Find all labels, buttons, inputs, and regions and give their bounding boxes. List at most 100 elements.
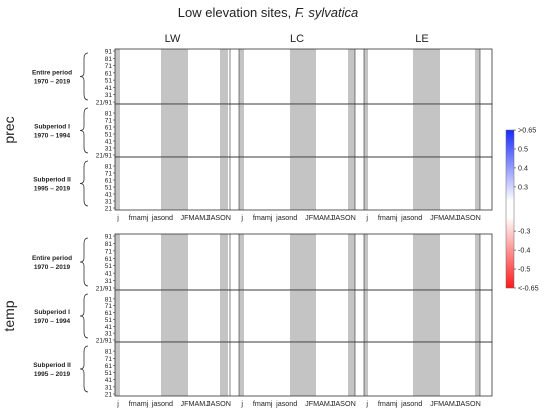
site-header-le: LE xyxy=(415,33,428,45)
shade-col-prec-p0-s2-0 xyxy=(364,49,368,104)
variable-label-prec: prec xyxy=(1,116,17,143)
y-tick-temp-p0-5: 41 xyxy=(105,271,113,278)
month-labels-prec-s0-3: JFMAMJ xyxy=(181,213,210,222)
y-tick-temp-p1-1: 81 xyxy=(105,296,113,303)
shade-col-prec-p1-s0-0 xyxy=(115,104,120,157)
period-label-prec-p2-line1: Subperiod II xyxy=(33,177,71,184)
shade-col-prec-p0-s0-0 xyxy=(115,49,120,104)
shade-col-prec-p2-s1-0 xyxy=(239,157,244,210)
month-labels-temp-s2-2: jasond xyxy=(400,399,422,408)
y-tick-prec-p1-7: 21/91 xyxy=(96,153,113,160)
month-labels-prec-s1-0: j xyxy=(240,213,243,222)
y-tick-prec-p1-5: 41 xyxy=(105,139,113,146)
shade-col-temp-p2-s1-2 xyxy=(348,342,355,396)
month-labels-temp-s1-0: j xyxy=(240,399,243,408)
month-labels-temp-s2-4: JASON xyxy=(457,399,481,408)
shade-col-prec-p2-s1-1 xyxy=(290,157,316,210)
shade-col-prec-p1-s0-1 xyxy=(161,104,188,157)
month-labels-temp-s0-2: jasond xyxy=(151,399,173,408)
shade-col-temp-p1-s0-1 xyxy=(161,290,188,342)
shade-col-temp-p2-s0-1 xyxy=(161,342,188,396)
shade-col-temp-p0-s1-0 xyxy=(239,234,244,290)
shade-col-temp-p0-s2-0 xyxy=(364,234,368,290)
shade-col-temp-p0-s0-0 xyxy=(115,234,120,290)
y-tick-prec-p0-3: 61 xyxy=(105,70,113,77)
y-tick-temp-p2-2: 71 xyxy=(105,356,113,363)
period-label-prec-p1-line2: 1970 – 1994 xyxy=(34,133,71,140)
y-tick-prec-p0-2: 71 xyxy=(105,63,113,70)
shade-col-prec-p0-s0-1 xyxy=(161,49,188,104)
shade-col-prec-p0-s2-1 xyxy=(413,49,440,104)
site-header-lw: LW xyxy=(165,33,181,45)
shade-col-prec-p1-s1-2 xyxy=(348,104,355,157)
figure-title: Low elevation sites, F. sylvatica xyxy=(178,5,358,20)
panel-frame-prec-p2 xyxy=(114,156,493,211)
shade-col-prec-p2-s0-0 xyxy=(115,157,120,210)
y-tick-prec-p0-4: 51 xyxy=(105,78,113,85)
y-tick-temp-p0-0: 91 xyxy=(105,234,113,241)
shade-col-temp-p1-s2-2 xyxy=(475,290,480,342)
y-tick-prec-p1-2: 71 xyxy=(105,118,113,125)
period-label-temp-p1-line1: Subperiod I xyxy=(34,309,70,316)
shade-col-prec-p2-s1-2 xyxy=(348,157,355,210)
shade-col-prec-p0-s1-2 xyxy=(348,49,355,104)
colorbar-tick-0: >0.65 xyxy=(518,126,536,135)
colorbar-tick-1: 0.5 xyxy=(518,144,528,153)
shade-col-prec-p2-s2-1 xyxy=(413,157,440,210)
colorbar-tick-5: -0.4 xyxy=(518,246,530,255)
y-tick-temp-p1-7: 21/91 xyxy=(96,338,113,345)
colorbar-tick-4: -0.3 xyxy=(518,227,530,236)
brace-temp-p2 xyxy=(79,345,89,393)
shade-col-temp-p2-s1-1 xyxy=(290,342,316,396)
shade-col-prec-p1-s2-2 xyxy=(475,104,480,157)
shade-col-temp-p0-s1-2 xyxy=(348,234,355,290)
y-tick-prec-p0-5: 41 xyxy=(105,85,113,92)
y-tick-prec-p0-7: 21/91 xyxy=(96,100,113,107)
y-tick-prec-p2-3: 61 xyxy=(105,178,113,185)
period-label-temp-p2-line2: 1995 – 2019 xyxy=(34,371,71,378)
shade-col-prec-p0-s1-0 xyxy=(239,49,244,104)
month-labels-temp-s0-0: j xyxy=(116,399,119,408)
shade-col-temp-p2-s2-2 xyxy=(475,342,480,396)
month-labels-prec-s1-3: JFMAMJ xyxy=(305,213,334,222)
month-labels-temp-s0-1: fmamj xyxy=(129,399,149,408)
y-tick-prec-p2-4: 51 xyxy=(105,185,113,192)
y-tick-prec-p2-5: 41 xyxy=(105,192,113,199)
month-labels-temp-s1-1: fmamj xyxy=(253,399,273,408)
shade-col-prec-p2-s2-2 xyxy=(475,157,480,210)
shade-col-prec-p2-s0-2 xyxy=(220,157,228,210)
colorbar xyxy=(505,129,515,289)
month-labels-prec-s0-2: jasond xyxy=(151,213,173,222)
site-header-lc: LC xyxy=(290,33,304,45)
month-labels-temp-s2-1: fmamj xyxy=(378,399,398,408)
y-tick-temp-p2-5: 41 xyxy=(105,377,113,384)
colorbar-tick-6: -0.5 xyxy=(518,265,530,274)
shade-col-temp-p1-s0-0 xyxy=(115,290,120,342)
y-tick-temp-p0-3: 61 xyxy=(105,256,113,263)
period-label-prec-p0-line1: Entire period xyxy=(32,70,72,77)
y-tick-prec-p0-1: 81 xyxy=(105,56,113,63)
y-tick-temp-p2-4: 51 xyxy=(105,370,113,377)
shade-col-prec-p2-s2-0 xyxy=(364,157,368,210)
y-tick-temp-p0-4: 51 xyxy=(105,263,113,270)
y-tick-temp-p2-3: 61 xyxy=(105,363,113,370)
month-labels-prec-s0-1: fmamj xyxy=(129,213,149,222)
y-tick-prec-p2-6: 31 xyxy=(105,199,113,206)
shade-col-prec-p1-s1-1 xyxy=(290,104,316,157)
brace-prec-p0 xyxy=(79,52,89,101)
shade-col-prec-p1-s2-0 xyxy=(364,104,368,157)
y-tick-temp-p1-5: 41 xyxy=(105,324,113,331)
y-tick-temp-p2-6: 31 xyxy=(105,384,113,391)
y-tick-prec-p0-6: 31 xyxy=(105,92,113,99)
shade-col-temp-p2-s2-0 xyxy=(364,342,368,396)
shade-col-temp-p2-s1-0 xyxy=(239,342,244,396)
shade-col-temp-p1-s2-0 xyxy=(364,290,368,342)
colorbar-tick-7: <-0.65 xyxy=(518,284,539,293)
month-labels-prec-s2-1: fmamj xyxy=(378,213,398,222)
shade-col-temp-p0-s2-2 xyxy=(475,234,480,290)
shade-col-temp-p2-s0-0 xyxy=(115,342,120,396)
shade-col-temp-p1-s1-2 xyxy=(348,290,355,342)
month-labels-prec-s1-2: jasond xyxy=(275,213,297,222)
y-tick-prec-p2-2: 71 xyxy=(105,171,113,178)
